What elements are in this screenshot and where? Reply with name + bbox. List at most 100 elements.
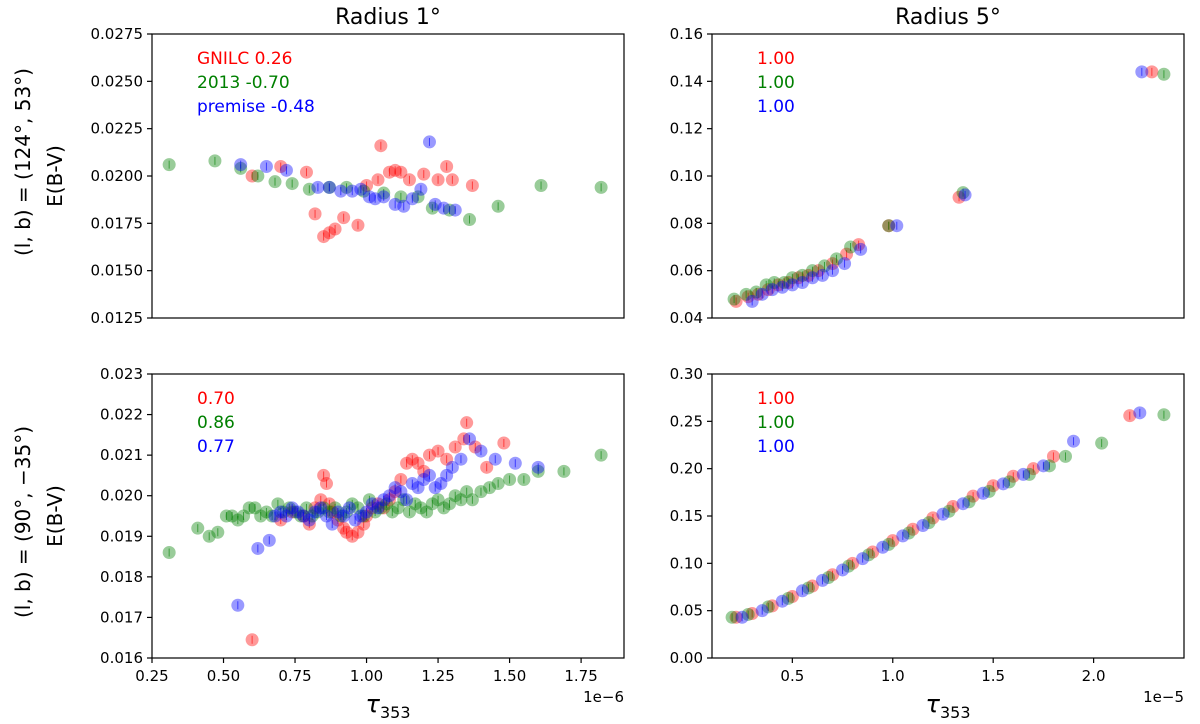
point-2013: [211, 525, 225, 539]
point-gnilc: [302, 517, 316, 531]
point-premise: [531, 460, 545, 474]
x-tick-label: 0.25: [135, 667, 168, 685]
y-tick-label: 0.023: [100, 365, 143, 383]
point-premise: [958, 188, 972, 202]
point-gnilc: [274, 160, 288, 174]
point-2013: [1042, 459, 1056, 473]
point-premise: [279, 509, 293, 523]
point-gnilc: [791, 271, 805, 285]
point-2013: [202, 529, 216, 543]
point-gnilc: [886, 534, 900, 548]
point-premise: [291, 505, 305, 519]
point-2013: [465, 493, 479, 507]
point-premise: [365, 497, 379, 511]
point-gnilc: [405, 452, 419, 466]
point-premise: [428, 481, 442, 495]
point-premise: [325, 517, 339, 531]
point-premise: [1067, 434, 1081, 448]
point-premise: [815, 268, 829, 282]
point-2013: [1058, 449, 1072, 463]
x-tick-label: 1.50: [493, 667, 526, 685]
point-2013: [463, 213, 477, 227]
point-2013: [420, 505, 434, 519]
point-gnilc: [826, 257, 840, 271]
point-gnilc: [345, 529, 359, 543]
x-axis-label: τ353: [366, 690, 411, 722]
point-premise: [319, 509, 333, 523]
x-tick-label: 0.5: [780, 667, 804, 685]
y-tick-label: 0.30: [670, 365, 703, 383]
point-gnilc: [417, 167, 431, 181]
point-premise: [360, 505, 374, 519]
y-tick-label: 0.017: [100, 608, 143, 626]
y-tick-label: 0.0125: [91, 309, 144, 327]
point-2013: [882, 219, 896, 233]
x-tick-label: 1.75: [564, 667, 597, 685]
point-2013: [982, 484, 996, 498]
point-premise: [815, 573, 829, 587]
point-gnilc: [308, 207, 322, 221]
point-2013: [821, 571, 835, 585]
x-offset-text: 1e−5: [1143, 688, 1184, 706]
point-2013: [402, 505, 416, 519]
point-gnilc: [840, 247, 854, 261]
point-2013: [1002, 475, 1016, 489]
point-gnilc: [1046, 449, 1060, 463]
point-gnilc: [946, 500, 960, 514]
point-premise: [371, 501, 385, 515]
y-tick-label: 0.016: [100, 649, 143, 667]
y-tick-label: 0.12: [670, 120, 703, 138]
point-premise: [394, 485, 408, 499]
point-gnilc: [245, 633, 259, 647]
point-2013: [437, 501, 451, 515]
point-gnilc: [448, 440, 462, 454]
point-premise: [405, 477, 419, 491]
point-gnilc: [402, 173, 416, 187]
point-2013: [1022, 467, 1036, 481]
point-gnilc: [1026, 462, 1040, 476]
point-premise: [302, 513, 316, 527]
point-2013: [767, 276, 781, 289]
y-tick-label: 0.0275: [91, 25, 144, 43]
point-gnilc: [801, 268, 815, 282]
point-premise: [448, 203, 462, 217]
point-2013: [394, 190, 408, 204]
point-2013: [248, 501, 262, 515]
point-gnilc: [400, 456, 414, 470]
point-2013: [302, 182, 316, 196]
panel-title: Radius 5°: [895, 5, 1001, 30]
panel-title: Radius 1°: [335, 5, 441, 30]
point-premise: [334, 184, 348, 198]
point-2013: [830, 252, 844, 266]
y-tick-label: 0.022: [100, 406, 143, 424]
y-tick-label: 0.08: [670, 214, 703, 232]
point-2013: [922, 516, 936, 530]
point-gnilc: [388, 485, 402, 499]
point-premise: [405, 192, 419, 206]
point-2013: [531, 464, 545, 478]
y-tick-label: 0.20: [670, 460, 703, 478]
point-2013: [385, 505, 399, 519]
row-label-bottom: (l, b) = (90°, −35°): [11, 426, 35, 618]
point-2013: [741, 607, 755, 621]
point-premise: [297, 509, 311, 523]
point-2013: [242, 501, 256, 515]
point-premise: [234, 158, 248, 172]
point-gnilc: [388, 163, 402, 177]
x-tick-label: 0.50: [207, 667, 240, 685]
y-axis-label: E(B-V): [43, 485, 67, 547]
point-premise: [765, 283, 779, 297]
point-premise: [377, 493, 391, 507]
point-premise: [876, 540, 890, 554]
point-2013: [902, 526, 916, 540]
point-gnilc: [1145, 65, 1159, 79]
point-premise: [400, 493, 414, 507]
point-2013: [1157, 408, 1171, 422]
point-gnilc: [457, 432, 471, 446]
x-tick-label: 0.75: [278, 667, 311, 685]
point-premise: [996, 477, 1010, 491]
point-premise: [437, 201, 451, 215]
y-tick-label: 0.04: [670, 309, 703, 327]
point-gnilc: [340, 525, 354, 539]
point-premise: [890, 219, 904, 233]
